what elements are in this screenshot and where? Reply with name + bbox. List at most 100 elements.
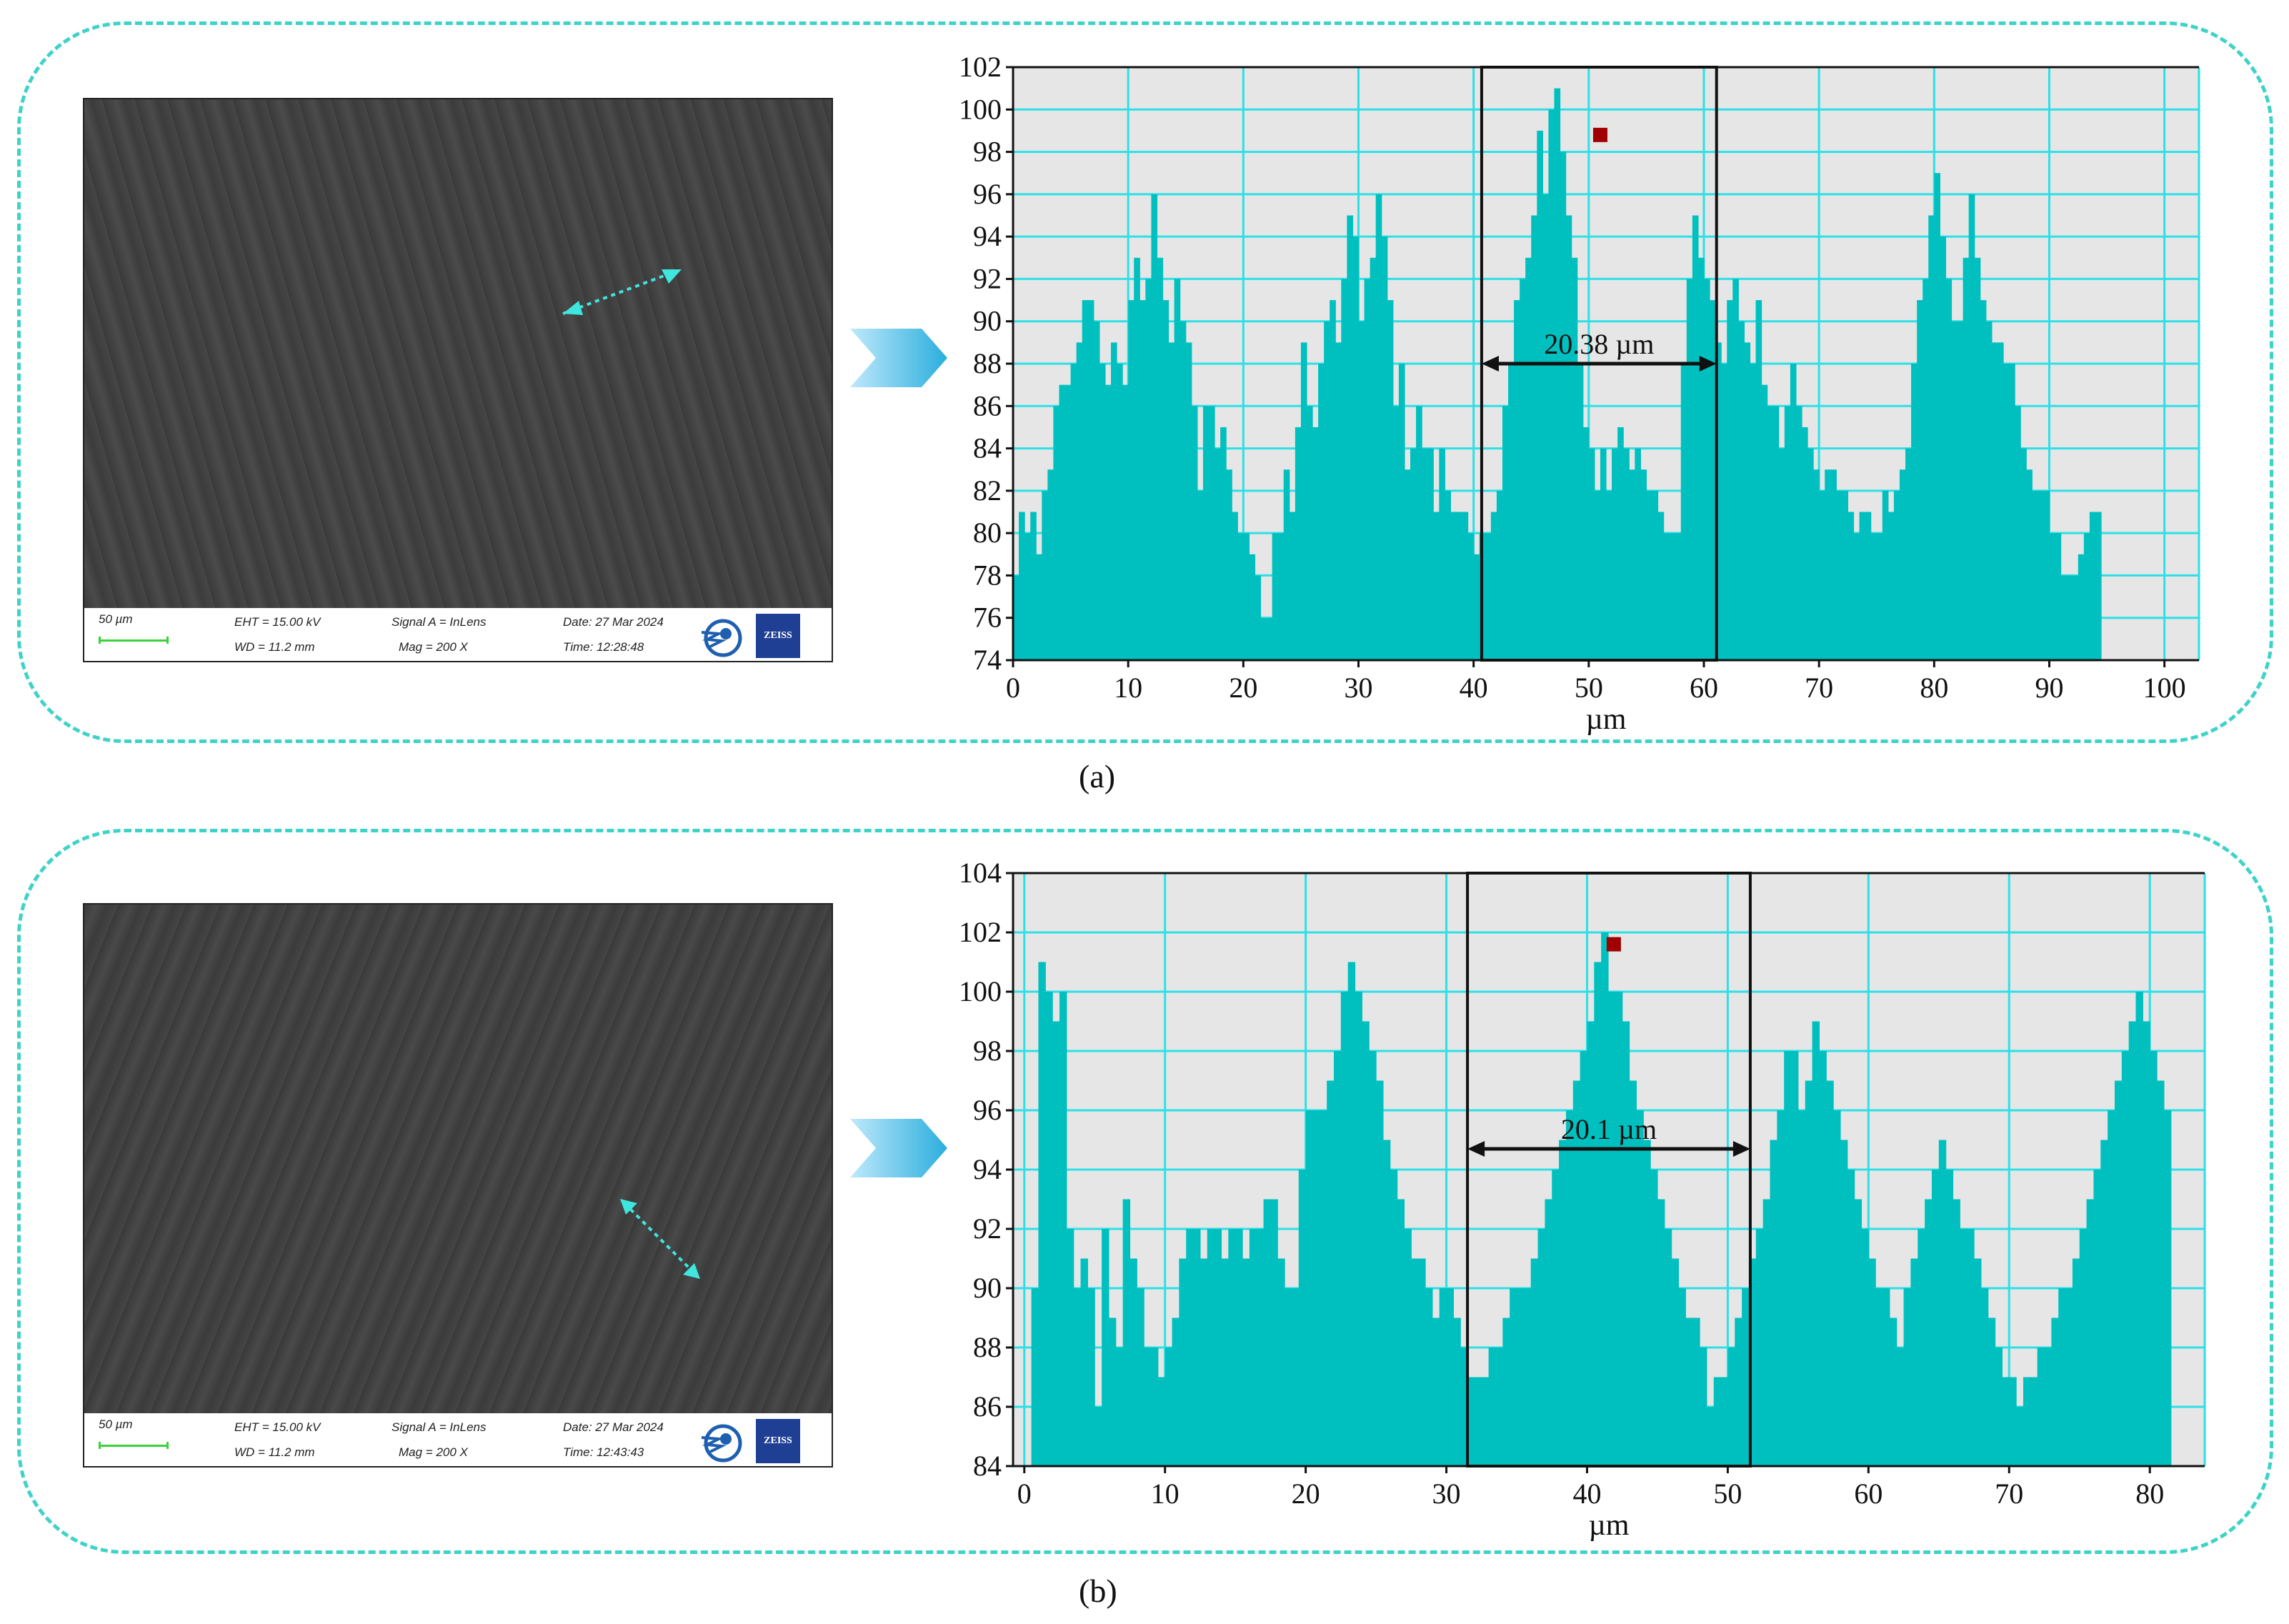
bar xyxy=(1797,1110,1806,1466)
bar xyxy=(1059,384,1066,660)
bar xyxy=(1778,448,1785,660)
bar xyxy=(1082,300,1089,660)
bar xyxy=(1358,321,1365,660)
y-tick-label: 86 xyxy=(973,389,1002,422)
x-tick-label: 60 xyxy=(1854,1478,1882,1510)
bar xyxy=(1312,1110,1320,1466)
y-tick-label: 84 xyxy=(973,1450,1002,1482)
bar xyxy=(1882,490,1889,660)
bar xyxy=(1560,151,1567,661)
bar xyxy=(2043,490,2050,660)
panel-b-frame xyxy=(17,829,2273,1554)
bar xyxy=(1720,1377,1729,1466)
bar xyxy=(1104,384,1112,660)
bar xyxy=(1836,490,1842,660)
bar xyxy=(1608,992,1616,1466)
bar xyxy=(1285,1288,1292,1466)
sem-image-b: 50 µm EHT = 15.00 kV WD = 11.2 mm Signal… xyxy=(83,903,833,1468)
wd-text: WD = 11.2 mm xyxy=(234,640,315,654)
y-tick-label: 92 xyxy=(973,262,1002,294)
bar xyxy=(2086,1199,2095,1466)
bar xyxy=(1108,1317,1117,1466)
bar xyxy=(1940,236,1947,661)
x-tick-label: 0 xyxy=(1006,672,1020,704)
bar xyxy=(1376,1080,1384,1466)
bar xyxy=(1370,257,1377,660)
bar xyxy=(1510,1288,1517,1466)
scale-bar xyxy=(99,1442,169,1449)
bar xyxy=(1629,469,1635,660)
bar xyxy=(1669,533,1676,660)
bar xyxy=(1422,448,1428,660)
bar xyxy=(1899,469,1906,660)
bar xyxy=(1129,1258,1137,1466)
bar xyxy=(2051,1317,2059,1466)
bar xyxy=(1530,1258,1539,1466)
bar xyxy=(1571,257,1578,660)
bar xyxy=(1735,1317,1742,1466)
bar xyxy=(1833,1110,1841,1466)
x-tick-label: 0 xyxy=(1017,1478,1032,1510)
bar xyxy=(1706,1407,1715,1466)
bar xyxy=(1202,406,1210,660)
bar xyxy=(2072,575,2079,660)
bar xyxy=(1807,448,1814,660)
bar xyxy=(1488,1347,1497,1466)
bar xyxy=(1019,512,1025,660)
bar xyxy=(1364,279,1371,660)
y-tick-label: 88 xyxy=(973,1331,1002,1363)
sem-infobar-b: 50 µm EHT = 15.00 kV WD = 11.2 mm Signal… xyxy=(84,1413,832,1466)
x-tick-label: 10 xyxy=(1151,1478,1180,1510)
bar xyxy=(1283,469,1290,660)
bar xyxy=(1070,364,1077,660)
x-tick-label: 60 xyxy=(1690,672,1718,704)
bar xyxy=(1548,109,1555,660)
y-tick-label: 90 xyxy=(973,1272,1002,1304)
x-tick-label: 80 xyxy=(1920,672,1948,704)
peak-marker xyxy=(1592,127,1607,142)
bar xyxy=(1220,427,1227,660)
bar xyxy=(1988,1317,1996,1466)
y-tick-label: 82 xyxy=(973,474,1002,507)
bar xyxy=(1425,1288,1433,1466)
bar xyxy=(1600,448,1607,660)
bar xyxy=(1795,406,1802,660)
bar xyxy=(1439,448,1445,660)
bar xyxy=(1967,1229,1975,1466)
bar xyxy=(1038,962,1046,1466)
bar xyxy=(1755,300,1762,660)
bar xyxy=(1606,490,1612,660)
bar xyxy=(1531,215,1537,660)
bar xyxy=(1490,512,1497,660)
bar xyxy=(1685,1317,1693,1466)
bar xyxy=(1324,321,1330,660)
x-tick-label: 50 xyxy=(1575,672,1603,704)
bar xyxy=(1635,448,1641,660)
bar xyxy=(1110,342,1117,660)
bar xyxy=(1985,321,1993,660)
bar xyxy=(1664,1229,1672,1466)
bar xyxy=(2003,364,2010,660)
bar xyxy=(1761,384,1768,660)
bar xyxy=(2163,1110,2172,1466)
bar xyxy=(1151,194,1158,660)
bar xyxy=(2020,448,2027,660)
bar xyxy=(1934,173,1940,660)
bar xyxy=(1813,469,1820,660)
bar xyxy=(1064,384,1072,660)
bar xyxy=(1545,1199,1552,1466)
bar xyxy=(1657,512,1665,660)
bar xyxy=(1200,1258,1208,1466)
bar xyxy=(1416,406,1422,660)
bar xyxy=(1957,321,1964,660)
highlight-box xyxy=(1466,872,1752,1468)
y-tick-label: 104 xyxy=(959,857,1002,889)
bar xyxy=(1207,1229,1215,1466)
x-tick-label: 90 xyxy=(2035,672,2063,704)
bar xyxy=(1643,1140,1651,1466)
bar xyxy=(1446,1288,1454,1466)
bar xyxy=(1249,1229,1257,1466)
bar xyxy=(1172,1317,1180,1466)
bar xyxy=(1931,1170,1940,1466)
bar xyxy=(1601,932,1609,1466)
